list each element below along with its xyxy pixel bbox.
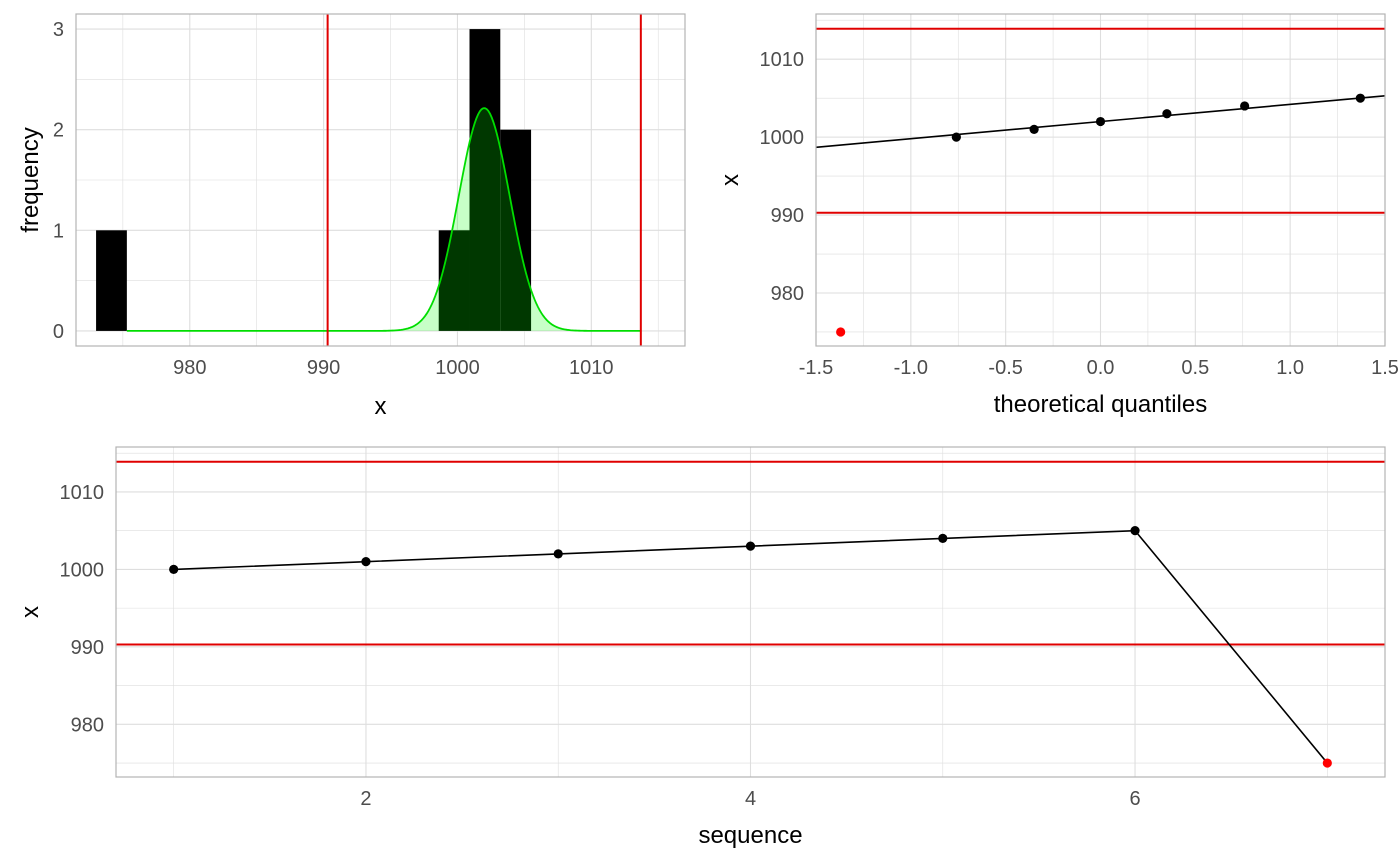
qq-plot-point: [1029, 124, 1039, 134]
run-chart-panel: 2 4 6 980 990 1000 1010 sequence x: [17, 446, 1386, 849]
histogram-bar: [469, 29, 501, 331]
histogram-x-tick-label: 980: [173, 357, 206, 379]
run-chart-y-tick-label: 990: [71, 637, 104, 659]
run-chart-x-tick-label: 6: [1129, 788, 1140, 810]
qq-plot-limit-lines: [816, 27, 1385, 214]
qq-plot-tick-labels: -1.5 -1.0 -0.5 0.0 0.5 1.0 1.5 980 990 1000 1010: [760, 49, 1399, 379]
run-chart-point: [745, 541, 756, 551]
run-chart-y-tick-label: 1000: [60, 559, 105, 581]
histogram-y-tick-label: 1: [53, 220, 64, 242]
histogram-bars: [96, 29, 532, 331]
run-chart-points: [169, 526, 1332, 768]
qq-plot-point: [1162, 109, 1172, 119]
run-chart-limit-lines: [116, 460, 1385, 646]
qq-plot-x-tick-label: 0.0: [1087, 357, 1115, 379]
run-chart-point: [361, 557, 371, 567]
run-chart-point: [553, 549, 563, 559]
qq-plot-x-tick-label: 0.5: [1181, 357, 1209, 379]
histogram-panel-border: [75, 13, 686, 347]
qq-plot-y-tick-label: 980: [771, 283, 804, 305]
qq-plot-panel-border: [815, 13, 1386, 347]
run-chart-panel-border: [115, 446, 1386, 778]
run-chart-x-tick-label: 2: [360, 788, 371, 810]
run-chart-outlier-point: [1322, 758, 1332, 768]
histogram-panel: 980 990 1000 1010 0 1 2 3 x frequency: [17, 13, 686, 420]
run-chart-y-axis-title: x: [17, 606, 44, 618]
histogram-x-tick-label: 990: [307, 357, 340, 379]
qq-plot-x-axis-title: theoretical quantiles: [994, 391, 1207, 418]
run-chart-point: [938, 533, 948, 544]
run-chart-y-tick-label: 980: [71, 714, 104, 736]
histogram-x-tick-label: 1010: [569, 357, 614, 379]
histogram-bar: [438, 230, 470, 331]
qq-plot-y-tick-label: 1010: [760, 49, 805, 71]
qq-plot-point: [1240, 101, 1250, 111]
qq-plot-x-tick-label: -1.5: [799, 357, 833, 379]
histogram-density-area: [126, 108, 641, 331]
qq-plot-points: [836, 93, 1365, 337]
qq-plot-outlier-point: [836, 327, 846, 337]
histogram-x-tick-label: 1000: [435, 357, 480, 379]
qq-plot-y-tick-label: 1000: [760, 127, 805, 149]
qq-plot-point: [951, 132, 961, 142]
histogram-density-curve: [126, 107, 641, 332]
histogram-y-axis-title: frequency: [17, 127, 44, 232]
qq-plot-point: [1355, 93, 1365, 103]
histogram-tick-labels: 980 990 1000 1010 0 1 2 3: [53, 19, 614, 379]
run-chart-y-tick-label: 1010: [60, 482, 105, 504]
qq-plot-x-tick-label: -0.5: [988, 357, 1022, 379]
histogram-limit-lines: [326, 14, 642, 346]
run-chart-point: [169, 564, 179, 574]
histogram-x-axis-title: x: [375, 393, 387, 420]
qq-plot-x-tick-label: -1.0: [894, 357, 928, 379]
qq-plot-grid: [815, 14, 1386, 346]
histogram-grid: [76, 14, 685, 346]
histogram-y-tick-label: 0: [53, 321, 64, 343]
qq-plot-y-axis-title: x: [717, 174, 744, 186]
histogram-y-tick-label: 3: [53, 19, 64, 41]
histogram-y-tick-label: 2: [53, 120, 64, 142]
qq-plot-point: [1095, 116, 1106, 127]
qq-plot-x-tick-label: 1.0: [1276, 357, 1304, 379]
histogram-density: [126, 107, 641, 332]
run-chart-x-tick-label: 4: [745, 788, 756, 810]
histogram-bar: [96, 230, 127, 331]
qq-plot-y-tick-label: 990: [771, 205, 804, 227]
run-chart-x-axis-title: sequence: [698, 822, 802, 849]
run-chart-point: [1130, 526, 1140, 536]
qq-plot-panel: -1.5 -1.0 -0.5 0.0 0.5 1.0 1.5 980 990 1000 1010 t…: [717, 13, 1399, 418]
run-chart-grid: [116, 447, 1385, 777]
qq-plot-x-tick-label: 1.5: [1371, 357, 1399, 379]
run-chart-tick-labels: 2 4 6 980 990 1000 1010: [60, 482, 1141, 810]
